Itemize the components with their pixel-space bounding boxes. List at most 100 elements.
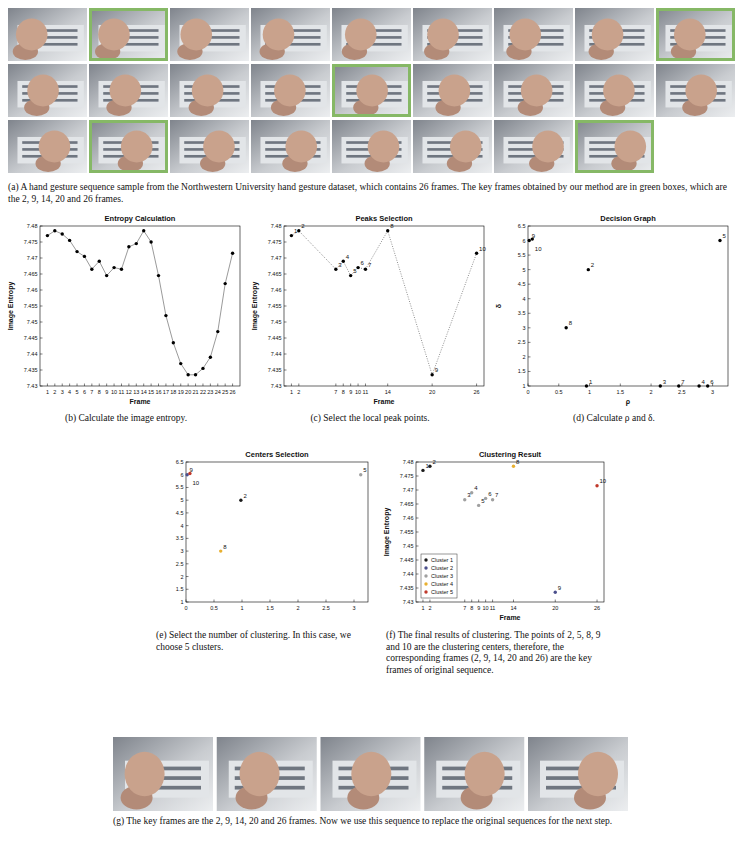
y-tick-label: 7.44: [271, 351, 282, 357]
y-tick-label: 1: [522, 383, 525, 389]
y-tick-label: 2.5: [176, 561, 184, 567]
key-frame-image: [321, 737, 421, 811]
data-point: [179, 362, 182, 365]
x-tick-label: 2: [296, 605, 299, 611]
y-tick: [40, 306, 43, 307]
y-tick-label: 3.5: [176, 535, 184, 541]
y-tick: [416, 560, 419, 561]
frame-thumbnail: [494, 120, 573, 173]
point-label: 1: [425, 463, 429, 469]
y-tick: [416, 518, 419, 519]
key-frame-box: [658, 10, 734, 60]
y-tick: [416, 476, 419, 477]
x-tick-label: 0: [526, 389, 529, 395]
y-tick-label: 5: [180, 497, 183, 503]
x-tick-label: 9: [105, 389, 108, 395]
y-tick-label: 7.435: [24, 367, 38, 373]
x-tick: [128, 384, 129, 387]
x-tick-label: 1: [46, 389, 49, 395]
y-tick: [528, 386, 531, 387]
x-tick-label: 17: [163, 389, 169, 395]
y-tick: [528, 327, 531, 328]
x-tick: [180, 384, 181, 387]
y-tick-label: 7.43: [27, 383, 38, 389]
frame-background: [89, 8, 168, 61]
legend-label: Cluster 2: [431, 565, 453, 571]
data-point: [659, 384, 662, 387]
key-frame-image: [113, 737, 213, 811]
data-point: [585, 384, 588, 387]
legend: Cluster 1Cluster 2Cluster 3Cluster 4Clus…: [421, 554, 457, 598]
y-tick: [40, 242, 43, 243]
frame-background: [113, 737, 213, 811]
chart-title: Centers Selection: [245, 450, 309, 459]
frame-background: [656, 8, 735, 61]
plot-marks: [185, 472, 362, 553]
frame-background: [332, 8, 411, 61]
chart-panel: Decision Graph00.511.522.5311.522.533.54…: [492, 210, 736, 410]
y-tick-label: 7.45: [403, 543, 414, 549]
y-tick: [40, 386, 43, 387]
y-tick-label: 7.45: [271, 319, 282, 325]
y-tick: [186, 462, 189, 463]
y-tick: [186, 576, 189, 577]
y-tick: [416, 588, 419, 589]
frame-hand: [203, 131, 235, 163]
data-point: [172, 341, 175, 344]
y-tick: [284, 242, 287, 243]
data-point: [475, 252, 478, 255]
caption: (b) Calculate the image entropy.: [4, 413, 248, 425]
y-tick-label: 7.465: [268, 271, 282, 277]
data-point: [209, 356, 212, 359]
point-label: 6: [361, 260, 365, 266]
legend-box: [421, 554, 457, 598]
frame-thumbnail: [656, 8, 735, 61]
x-tick-label: 5: [76, 389, 79, 395]
x-tick-label: 10: [483, 605, 489, 611]
x-tick-label: 11: [490, 605, 496, 611]
frame-thumbnail: [494, 8, 573, 61]
frame-hand: [121, 131, 153, 163]
x-tick: [114, 384, 115, 387]
data-point: [68, 239, 71, 242]
x-tick-label: 2: [297, 389, 300, 395]
y-tick: [528, 313, 531, 314]
y-tick: [416, 546, 419, 547]
y-tick: [284, 370, 287, 371]
legend-marker: [424, 558, 427, 561]
x-tick-label: 3: [352, 605, 355, 611]
data-point: [231, 252, 234, 255]
x-tick: [69, 384, 70, 387]
point-label: 10: [600, 478, 607, 484]
y-tick: [186, 589, 189, 590]
frame-background: [8, 8, 87, 61]
x-tick: [429, 600, 430, 603]
x-tick: [217, 384, 218, 387]
y-tick: [40, 274, 43, 275]
x-tick-label: 2.5: [322, 605, 330, 611]
x-tick-label: 18: [170, 389, 176, 395]
x-tick: [210, 384, 211, 387]
x-tick-label: 9: [349, 389, 352, 395]
x-tick-label: 1: [588, 389, 591, 395]
x-tick-label: 12: [126, 389, 132, 395]
legend-label: Cluster 1: [431, 557, 453, 563]
chart-panel: Entropy Calculation123456789101112131415…: [4, 210, 248, 410]
x-tick: [358, 384, 359, 387]
x-tick-label: 20: [552, 605, 558, 611]
x-tick: [492, 600, 493, 603]
chart-title: Clustering Result: [479, 450, 542, 459]
point-labels: 12934567810: [425, 459, 606, 591]
frame-thumbnail: [251, 64, 330, 117]
x-tick-label: 26: [594, 605, 600, 611]
y-tick: [284, 354, 287, 355]
frame-hand: [578, 752, 618, 796]
data-point: [564, 326, 567, 329]
data-point: [430, 373, 433, 376]
frame-hand: [263, 19, 295, 51]
x-tick-label: 6: [83, 389, 86, 395]
y-tick-label: 7.465: [400, 501, 414, 507]
y-tick: [416, 462, 419, 463]
data-point: [216, 330, 219, 333]
x-tick-label: 1: [240, 605, 243, 611]
